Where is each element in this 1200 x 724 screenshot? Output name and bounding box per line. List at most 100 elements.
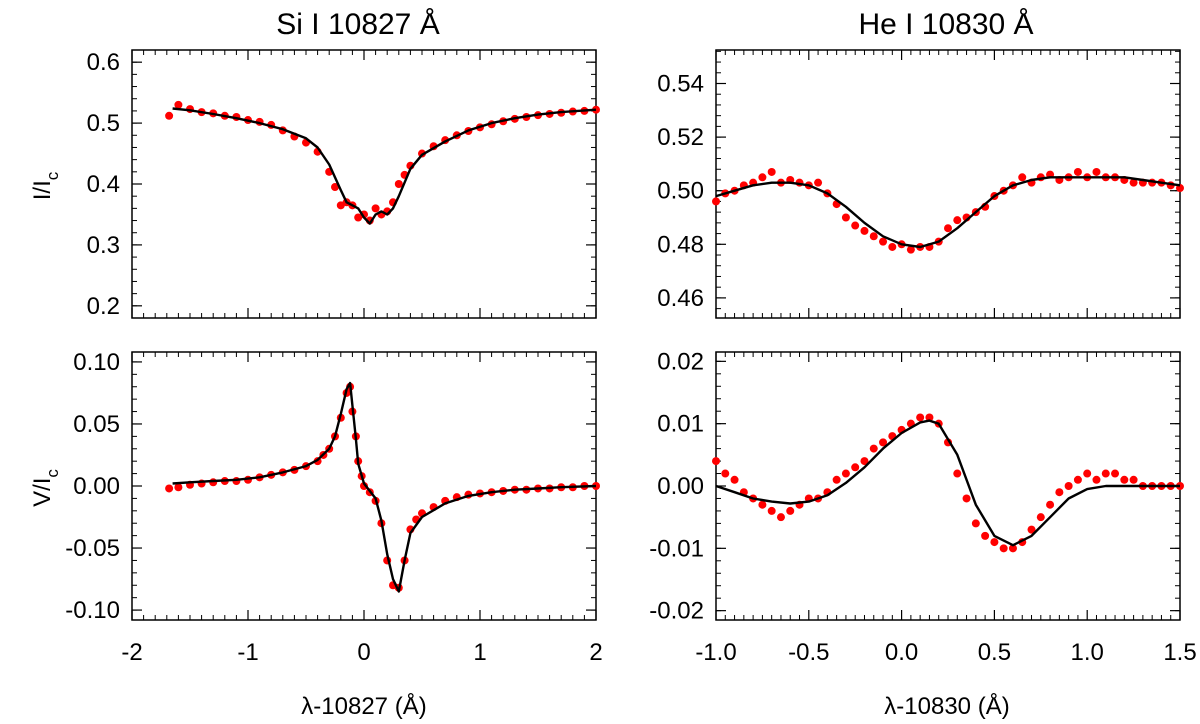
observed-point [879, 438, 888, 447]
observed-point [1129, 178, 1138, 187]
y-tick-label: 0.05 [73, 411, 120, 438]
observed-point [879, 237, 888, 246]
x-tick-label: 1.0 [1071, 639, 1104, 666]
y-tick-label: -0.02 [649, 598, 704, 625]
x-tick-label: 1 [473, 639, 486, 666]
observed-point [971, 519, 980, 528]
observed-point [592, 105, 600, 114]
observed-point [165, 484, 174, 493]
observed-point [165, 111, 174, 120]
fit-line [715, 176, 1181, 249]
observed-point [869, 232, 878, 241]
panel-he-intensity: 0.46 0.48 0.50 0.52 0.54 [657, 49, 1184, 319]
y-tick-label: 0.6 [87, 49, 120, 76]
observed-point [1129, 475, 1138, 484]
observed-point [1018, 173, 1027, 182]
x-tick-label: 2 [589, 639, 602, 666]
ylabel-stokes-v-main: V/I [29, 478, 56, 507]
observed-point [1008, 544, 1017, 553]
observed-point [962, 494, 971, 503]
observed-point [860, 457, 869, 466]
observed-point [814, 178, 823, 187]
y-tick-label: 0.02 [657, 348, 704, 375]
observed-point [999, 544, 1008, 553]
x-tick-label: -1 [237, 639, 258, 666]
observed-point [953, 469, 962, 478]
observed-point [1092, 475, 1101, 484]
observed-point [786, 506, 795, 515]
xlabel-he: λ-10830 (Å) [884, 692, 1009, 720]
observed-point [1064, 482, 1073, 490]
observed-point [758, 173, 767, 182]
ylabel-stokes-v: V/Ic [29, 469, 62, 507]
fit-line [172, 107, 597, 225]
observed-point [869, 444, 878, 453]
observed-point [925, 413, 934, 422]
observed-point [174, 100, 183, 109]
y-tick-label: 0.48 [657, 231, 704, 258]
observed-point [1055, 488, 1064, 497]
panel-si-intensity: 0.2 0.3 0.4 0.5 0.6 [87, 49, 600, 320]
observed-point [851, 221, 860, 230]
y-tick-label: 0.00 [73, 473, 120, 500]
x-tick-label: 0.0 [885, 639, 918, 666]
plot-frame [715, 49, 1181, 319]
panel-he-stokes-v: -1.0 -0.5 0.0 0.5 1.0 1.5 -0.02 -0.01 0.00 0.01 0.… [649, 348, 1196, 666]
fit-line [715, 419, 1180, 547]
plot-frame [131, 49, 597, 319]
y-tick-label: 0.52 [657, 124, 704, 151]
y-tick-label: 0.50 [657, 178, 704, 205]
observed-point [888, 242, 897, 251]
x-tick-label: -0.5 [788, 639, 829, 666]
y-tick-label: 0.00 [657, 473, 704, 500]
observed-point [767, 506, 776, 515]
observed-point [944, 224, 952, 233]
observed-point [767, 167, 776, 176]
observed-point [1120, 475, 1129, 484]
observed-point [371, 204, 380, 213]
x-tick-label: -1.0 [695, 639, 736, 666]
observed-point [712, 197, 720, 206]
observed-point [1092, 167, 1101, 176]
observed-point [1073, 167, 1082, 176]
observed-point [841, 213, 850, 222]
y-tick-label: -0.05 [65, 535, 120, 562]
column-title-si: Si I 10827 Å [276, 8, 439, 41]
observed-point [981, 531, 990, 540]
x-tick-label: 0.5 [978, 639, 1011, 666]
observed-point [1073, 475, 1082, 484]
observed-point [758, 500, 767, 509]
observed-point [721, 469, 730, 478]
y-tick-label: 0.3 [87, 232, 120, 259]
observed-point [832, 475, 841, 484]
panel-si-stokes-v: -2 -1 0 1 2 -0.10 -0.05 0.00 0.05 0.10 [65, 349, 602, 666]
y-tick-label: 0.2 [87, 293, 120, 320]
observed-point [990, 538, 999, 547]
observed-point [730, 475, 739, 484]
observed-point [860, 226, 869, 235]
observed-point [1111, 469, 1120, 478]
y-tick-label: 0.4 [87, 171, 120, 198]
y-tick-label: 0.10 [73, 349, 120, 376]
fit-line [172, 381, 597, 593]
y-tick-label: 0.5 [87, 110, 120, 137]
y-tick-label: 0.01 [657, 411, 704, 438]
observed-point [906, 245, 915, 254]
observed-point [1101, 469, 1110, 478]
ylabel-stokes-v-sub: c [43, 469, 62, 478]
x-tick-label: -2 [121, 639, 142, 666]
x-tick-label: 1.5 [1163, 639, 1196, 666]
ylabel-intensity-main: I/I [29, 180, 56, 200]
observed-point [1036, 513, 1045, 522]
observed-point [776, 513, 785, 522]
y-tick-label: -0.01 [649, 535, 704, 562]
observed-point [953, 216, 962, 225]
observed-point [841, 469, 850, 478]
observed-point [174, 483, 183, 492]
xlabel-si: λ-10827 (Å) [301, 692, 426, 720]
observed-point [1027, 525, 1036, 534]
x-tick-label: 0 [357, 639, 370, 666]
column-title-he: He I 10830 Å [858, 8, 1033, 41]
ylabel-intensity-sub: c [43, 171, 62, 180]
